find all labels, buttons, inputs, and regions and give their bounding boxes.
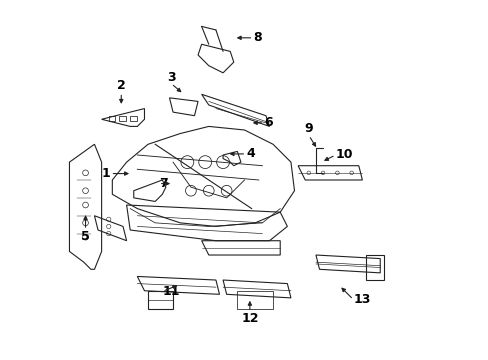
Text: 11: 11 [162, 285, 180, 298]
Bar [130, 116, 136, 121]
Text: 9: 9 [304, 122, 312, 135]
Text: 12: 12 [241, 312, 258, 325]
Text: 10: 10 [335, 148, 352, 162]
Text: 8: 8 [253, 31, 262, 44]
Text: 7: 7 [159, 177, 167, 190]
Bar [108, 116, 115, 121]
Bar [237, 291, 272, 309]
Text: 6: 6 [264, 116, 272, 129]
Bar [119, 116, 125, 121]
Text: 3: 3 [166, 71, 175, 84]
Text: 5: 5 [81, 230, 90, 243]
Text: 1: 1 [102, 167, 110, 180]
Text: 13: 13 [353, 293, 370, 306]
Text: 2: 2 [117, 80, 125, 93]
Text: 4: 4 [246, 148, 255, 161]
